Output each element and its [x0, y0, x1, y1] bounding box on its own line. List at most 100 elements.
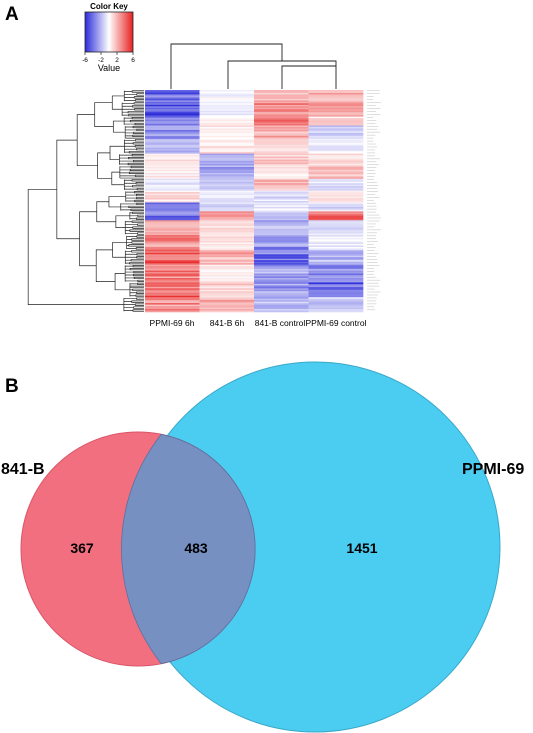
heatmap-cell	[308, 254, 364, 257]
heatmap-cell	[308, 184, 364, 187]
heatmap-cell	[145, 187, 200, 190]
heatmap-cell	[199, 283, 255, 286]
heatmap-cell	[308, 206, 364, 209]
heatmap-cell	[254, 138, 309, 141]
heatmap-cell	[308, 203, 364, 206]
heatmap-cell	[199, 164, 255, 166]
heatmap-cell	[199, 190, 255, 193]
heatmap-cell	[199, 291, 255, 294]
heatmap-cell	[254, 103, 309, 106]
heatmap-cell	[145, 291, 200, 294]
heatmap-cell	[145, 310, 200, 313]
heatmap-cell	[308, 258, 364, 261]
heatmap-cell	[199, 175, 255, 178]
row-dendrogram-branch	[124, 220, 144, 235]
heatmap-cell	[308, 91, 364, 94]
heatmap-cell	[145, 294, 200, 297]
heatmap-cell	[308, 92, 364, 95]
heatmap-cell	[199, 279, 255, 282]
heatmap-cell	[254, 100, 309, 103]
heatmap-cell	[254, 267, 309, 270]
heatmap-cell	[145, 147, 200, 150]
heatmap-cell	[145, 289, 200, 292]
heatmap-cell	[145, 243, 200, 246]
heatmap-cell	[199, 251, 255, 254]
heatmap-cell	[308, 94, 364, 97]
column-label-ppmi-69-control: PPMI-69 control	[306, 318, 367, 328]
heatmap-cell	[199, 212, 255, 215]
heatmap-cell	[145, 233, 200, 236]
heatmap-cell	[308, 212, 364, 215]
heatmap-cell	[254, 201, 309, 203]
heatmap-cell	[254, 181, 309, 184]
heatmap-cell	[145, 100, 200, 103]
heatmap-cell	[199, 92, 255, 95]
heatmap-cell	[199, 220, 255, 223]
row-dendrogram-branch	[108, 196, 126, 208]
heatmap-cell	[308, 230, 364, 233]
row-dendrogram-branch	[125, 191, 144, 203]
heatmap-cell	[145, 211, 200, 214]
heatmap-cell	[145, 180, 200, 183]
heatmap-cell	[199, 165, 255, 168]
heatmap-cell	[308, 165, 364, 168]
heatmap-cell	[145, 129, 200, 132]
heatmap-cell	[199, 132, 255, 135]
heatmap-cell	[199, 292, 255, 295]
heatmap-cell	[145, 122, 200, 125]
heatmap-cell	[199, 143, 255, 146]
row-dendrogram-branch	[111, 95, 125, 110]
heatmap-cell	[145, 245, 200, 248]
heatmap-cell	[308, 119, 364, 122]
heatmap-cell	[254, 211, 309, 214]
heatmap-cell	[254, 272, 309, 274]
heatmap-cell	[254, 301, 309, 304]
heatmap-cell	[254, 221, 309, 224]
heatmap-cell	[199, 150, 255, 153]
heatmap-cell	[308, 195, 364, 197]
heatmap-cell	[254, 230, 309, 233]
row-dendrogram-branch	[27, 189, 124, 305]
heatmap-cell	[308, 263, 364, 265]
heatmap-cell	[199, 280, 255, 283]
heatmap-cell	[308, 132, 364, 135]
heatmap-cell	[308, 264, 364, 267]
heatmap-cell	[199, 135, 255, 138]
heatmap-cell	[145, 152, 200, 154]
heatmap-cell	[308, 261, 364, 264]
color-key-tick-label: -6	[82, 57, 88, 64]
heatmap-cell	[254, 243, 309, 246]
heatmap-cell	[199, 233, 255, 236]
heatmap-cell	[308, 189, 364, 191]
heatmap-cell	[254, 218, 309, 221]
heatmap-cell	[199, 183, 255, 186]
heatmap-cell	[308, 147, 364, 150]
heatmap-cell	[145, 297, 200, 299]
heatmap-cell	[199, 113, 255, 116]
heatmap-cell	[254, 149, 309, 151]
heatmap-cell	[199, 177, 255, 180]
heatmap-cell	[308, 109, 364, 112]
heatmap-cell	[254, 261, 309, 264]
heatmap-cell	[308, 162, 364, 165]
heatmap-cell	[254, 112, 309, 114]
heatmap-cell	[199, 303, 255, 305]
heatmap-cell	[145, 205, 200, 208]
heatmap-cell	[199, 109, 255, 112]
heatmap-cell	[145, 272, 200, 274]
heatmap-cell	[254, 246, 309, 249]
heatmap-cell	[254, 121, 309, 123]
heatmap-cell	[308, 125, 364, 128]
heatmap-cell	[254, 143, 309, 146]
row-dendrogram-branch	[96, 201, 116, 223]
heatmap-cell	[199, 116, 255, 119]
heatmap-cell	[254, 97, 309, 100]
heatmap-cell	[199, 101, 255, 104]
row-dendrogram-branch	[124, 139, 144, 154]
heatmap-cell	[145, 101, 200, 104]
heatmap-cell	[145, 164, 200, 166]
heatmap-cell	[308, 224, 364, 227]
heatmap-cell	[199, 106, 255, 109]
heatmap-cell	[199, 269, 255, 271]
heatmap-cell	[254, 263, 309, 265]
